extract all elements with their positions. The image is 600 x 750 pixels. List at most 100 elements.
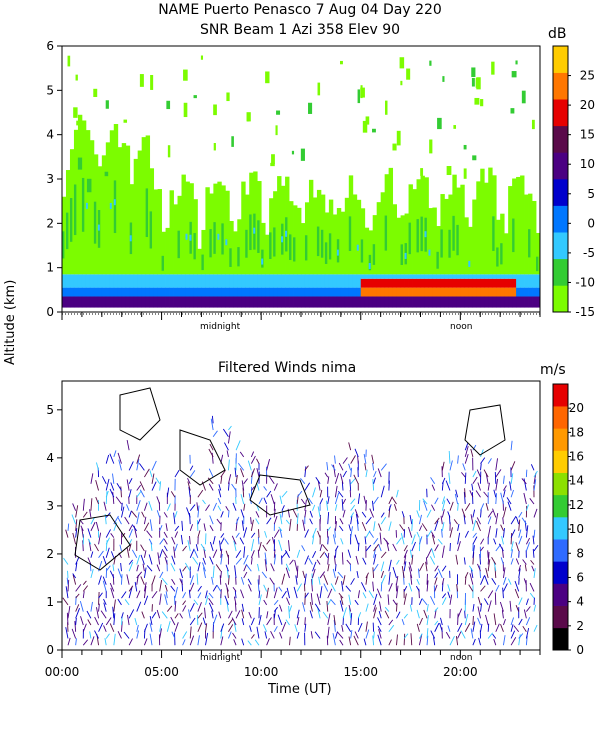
wind-barb <box>354 534 359 545</box>
wind-barb <box>209 525 214 532</box>
snr-cell <box>73 184 77 236</box>
snr-cell <box>161 296 166 308</box>
snr-cell <box>396 130 401 146</box>
snr-cell <box>217 181 222 275</box>
wind-barb <box>116 482 122 491</box>
wind-barb <box>301 545 306 552</box>
snr-cell <box>488 278 493 288</box>
wind-barb <box>62 597 69 606</box>
wind-barb <box>310 631 313 639</box>
snr-cell <box>67 55 71 67</box>
wind-barb <box>209 556 214 565</box>
wind-barb <box>182 639 186 646</box>
snr-ytick-label: 6 <box>46 39 54 53</box>
snr-cell <box>508 296 513 308</box>
wind-barb <box>220 636 224 646</box>
wind-barb <box>312 550 317 558</box>
wind-barb <box>149 633 153 646</box>
snr-colorbar-tick-label: 0 <box>587 216 595 230</box>
snr-cell <box>73 107 78 118</box>
wind-barb <box>189 548 195 558</box>
wind-barb <box>182 600 187 606</box>
wind-barb <box>197 602 202 612</box>
snr-cell <box>293 287 298 297</box>
wind-barb <box>472 476 478 485</box>
snr-cell <box>436 296 441 308</box>
snr-cell <box>440 274 445 279</box>
wind-barb <box>148 500 153 511</box>
snr-cell <box>273 274 278 288</box>
wind-barb <box>279 632 283 639</box>
snr-cell <box>464 287 469 297</box>
wind-barb <box>151 473 155 484</box>
wind-barb <box>248 584 252 592</box>
wind-barb <box>464 613 469 626</box>
wind-barb <box>273 483 278 491</box>
wind-barb <box>219 540 222 552</box>
wind-barb <box>518 529 522 538</box>
wind-barb <box>521 517 527 525</box>
snr-cell <box>181 296 186 308</box>
wind-barb <box>416 531 420 538</box>
wind-barb <box>258 497 263 505</box>
wind-barb <box>143 623 148 632</box>
snr-cell <box>446 166 452 176</box>
wind-barb <box>502 567 506 579</box>
wind-barb <box>399 524 405 532</box>
wind-colorbar-tick-label: 6 <box>576 570 584 584</box>
snr-cell <box>372 287 378 297</box>
snr-cell <box>521 90 526 104</box>
wind-barb <box>66 612 69 626</box>
wind-barb <box>207 477 214 485</box>
wind-barb <box>136 484 141 491</box>
wind-barb <box>163 531 168 538</box>
snr-cell <box>77 287 83 297</box>
snr-cell <box>388 287 394 297</box>
snr-cell <box>277 274 282 288</box>
snr-cell <box>444 278 449 288</box>
snr-cell <box>161 255 164 271</box>
wind-barb <box>278 586 283 592</box>
wind-barb <box>224 538 229 545</box>
wind-barb <box>117 452 122 464</box>
snr-cell <box>233 287 238 297</box>
snr-cell <box>226 92 230 102</box>
snr-cell <box>492 287 497 297</box>
wind-barb <box>231 535 237 545</box>
wind-barb <box>314 603 321 612</box>
snr-cell <box>332 274 338 288</box>
snr-cell <box>265 234 270 275</box>
snr-cell <box>508 274 513 279</box>
snr-cell <box>253 274 258 288</box>
wind-barb <box>75 562 78 572</box>
wind-barb <box>493 561 497 572</box>
wind-barb <box>518 519 521 531</box>
wind-barb <box>95 462 99 471</box>
wind-barb <box>350 578 355 585</box>
wind-barb <box>136 564 139 572</box>
snr-cell <box>201 229 206 275</box>
snr-cell <box>408 278 413 288</box>
snr-cell <box>348 216 352 251</box>
snr-ytick-label: 3 <box>46 172 54 186</box>
wind-colorbar-swatch <box>553 517 568 540</box>
snr-cell <box>328 274 334 288</box>
snr-cell <box>504 287 509 297</box>
snr-cell <box>412 296 417 308</box>
wind-barb <box>510 541 514 552</box>
wind-barb <box>333 615 336 626</box>
snr-cell <box>484 287 489 297</box>
wind-barb <box>493 538 497 545</box>
wind-barb <box>134 617 138 626</box>
snr-cell <box>221 223 224 255</box>
snr-cell <box>504 296 509 308</box>
wind-barb <box>449 594 453 605</box>
wind-barb <box>270 494 275 505</box>
snr-colorbar-tick-label: 20 <box>580 98 595 112</box>
snr-cell <box>149 274 155 288</box>
wind-barb <box>378 610 382 619</box>
wind-barb <box>72 573 77 579</box>
wind-barb <box>112 606 115 619</box>
wind-barb <box>82 498 85 511</box>
snr-cell <box>289 296 294 308</box>
